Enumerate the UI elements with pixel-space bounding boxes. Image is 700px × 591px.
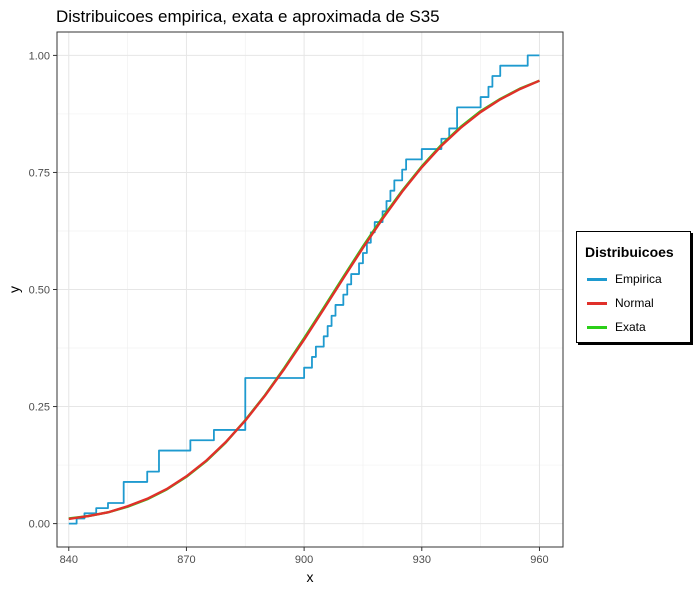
y-axis: 0.00 0.25 0.50 0.75 1.00: [29, 50, 57, 531]
series-layer: [68, 54, 540, 525]
y-axis-title: y: [6, 286, 22, 293]
legend-swatch: [587, 325, 607, 329]
x-tick-label: 900: [295, 554, 313, 566]
legend-item-empirica: Empirica: [587, 270, 662, 288]
series-line-empirica: [68, 54, 540, 525]
y-tick-label: 0.25: [29, 402, 50, 414]
y-tick-label: 0.50: [29, 285, 50, 297]
y-tick-label: 1.00: [29, 50, 50, 62]
series-line-normal: [68, 79, 540, 521]
legend-swatch: [587, 277, 607, 281]
chart-title: Distribuicoes empirica, exata e aproxima…: [56, 7, 440, 26]
y-tick-label: 0.00: [29, 519, 50, 531]
legend-title: Distribuicoes: [585, 244, 674, 260]
legend-label: Normal: [615, 296, 654, 310]
y-tick-label: 0.75: [29, 167, 50, 179]
major-gridlines: [57, 32, 563, 547]
legend: Distribuicoes Empirica Normal Exata: [576, 231, 691, 343]
x-tick-label: 870: [177, 554, 195, 566]
x-axis-title: x: [307, 569, 314, 585]
x-tick-label: 930: [413, 554, 431, 566]
legend-label: Exata: [615, 320, 646, 334]
legend-item-normal: Normal: [587, 294, 654, 312]
legend-item-exata: Exata: [587, 318, 646, 336]
legend-label: Empirica: [615, 272, 662, 286]
x-axis: 840 870 900 930 960: [60, 547, 549, 566]
x-tick-label: 840: [60, 554, 78, 566]
legend-swatch: [587, 301, 607, 305]
x-tick-label: 960: [530, 554, 548, 566]
